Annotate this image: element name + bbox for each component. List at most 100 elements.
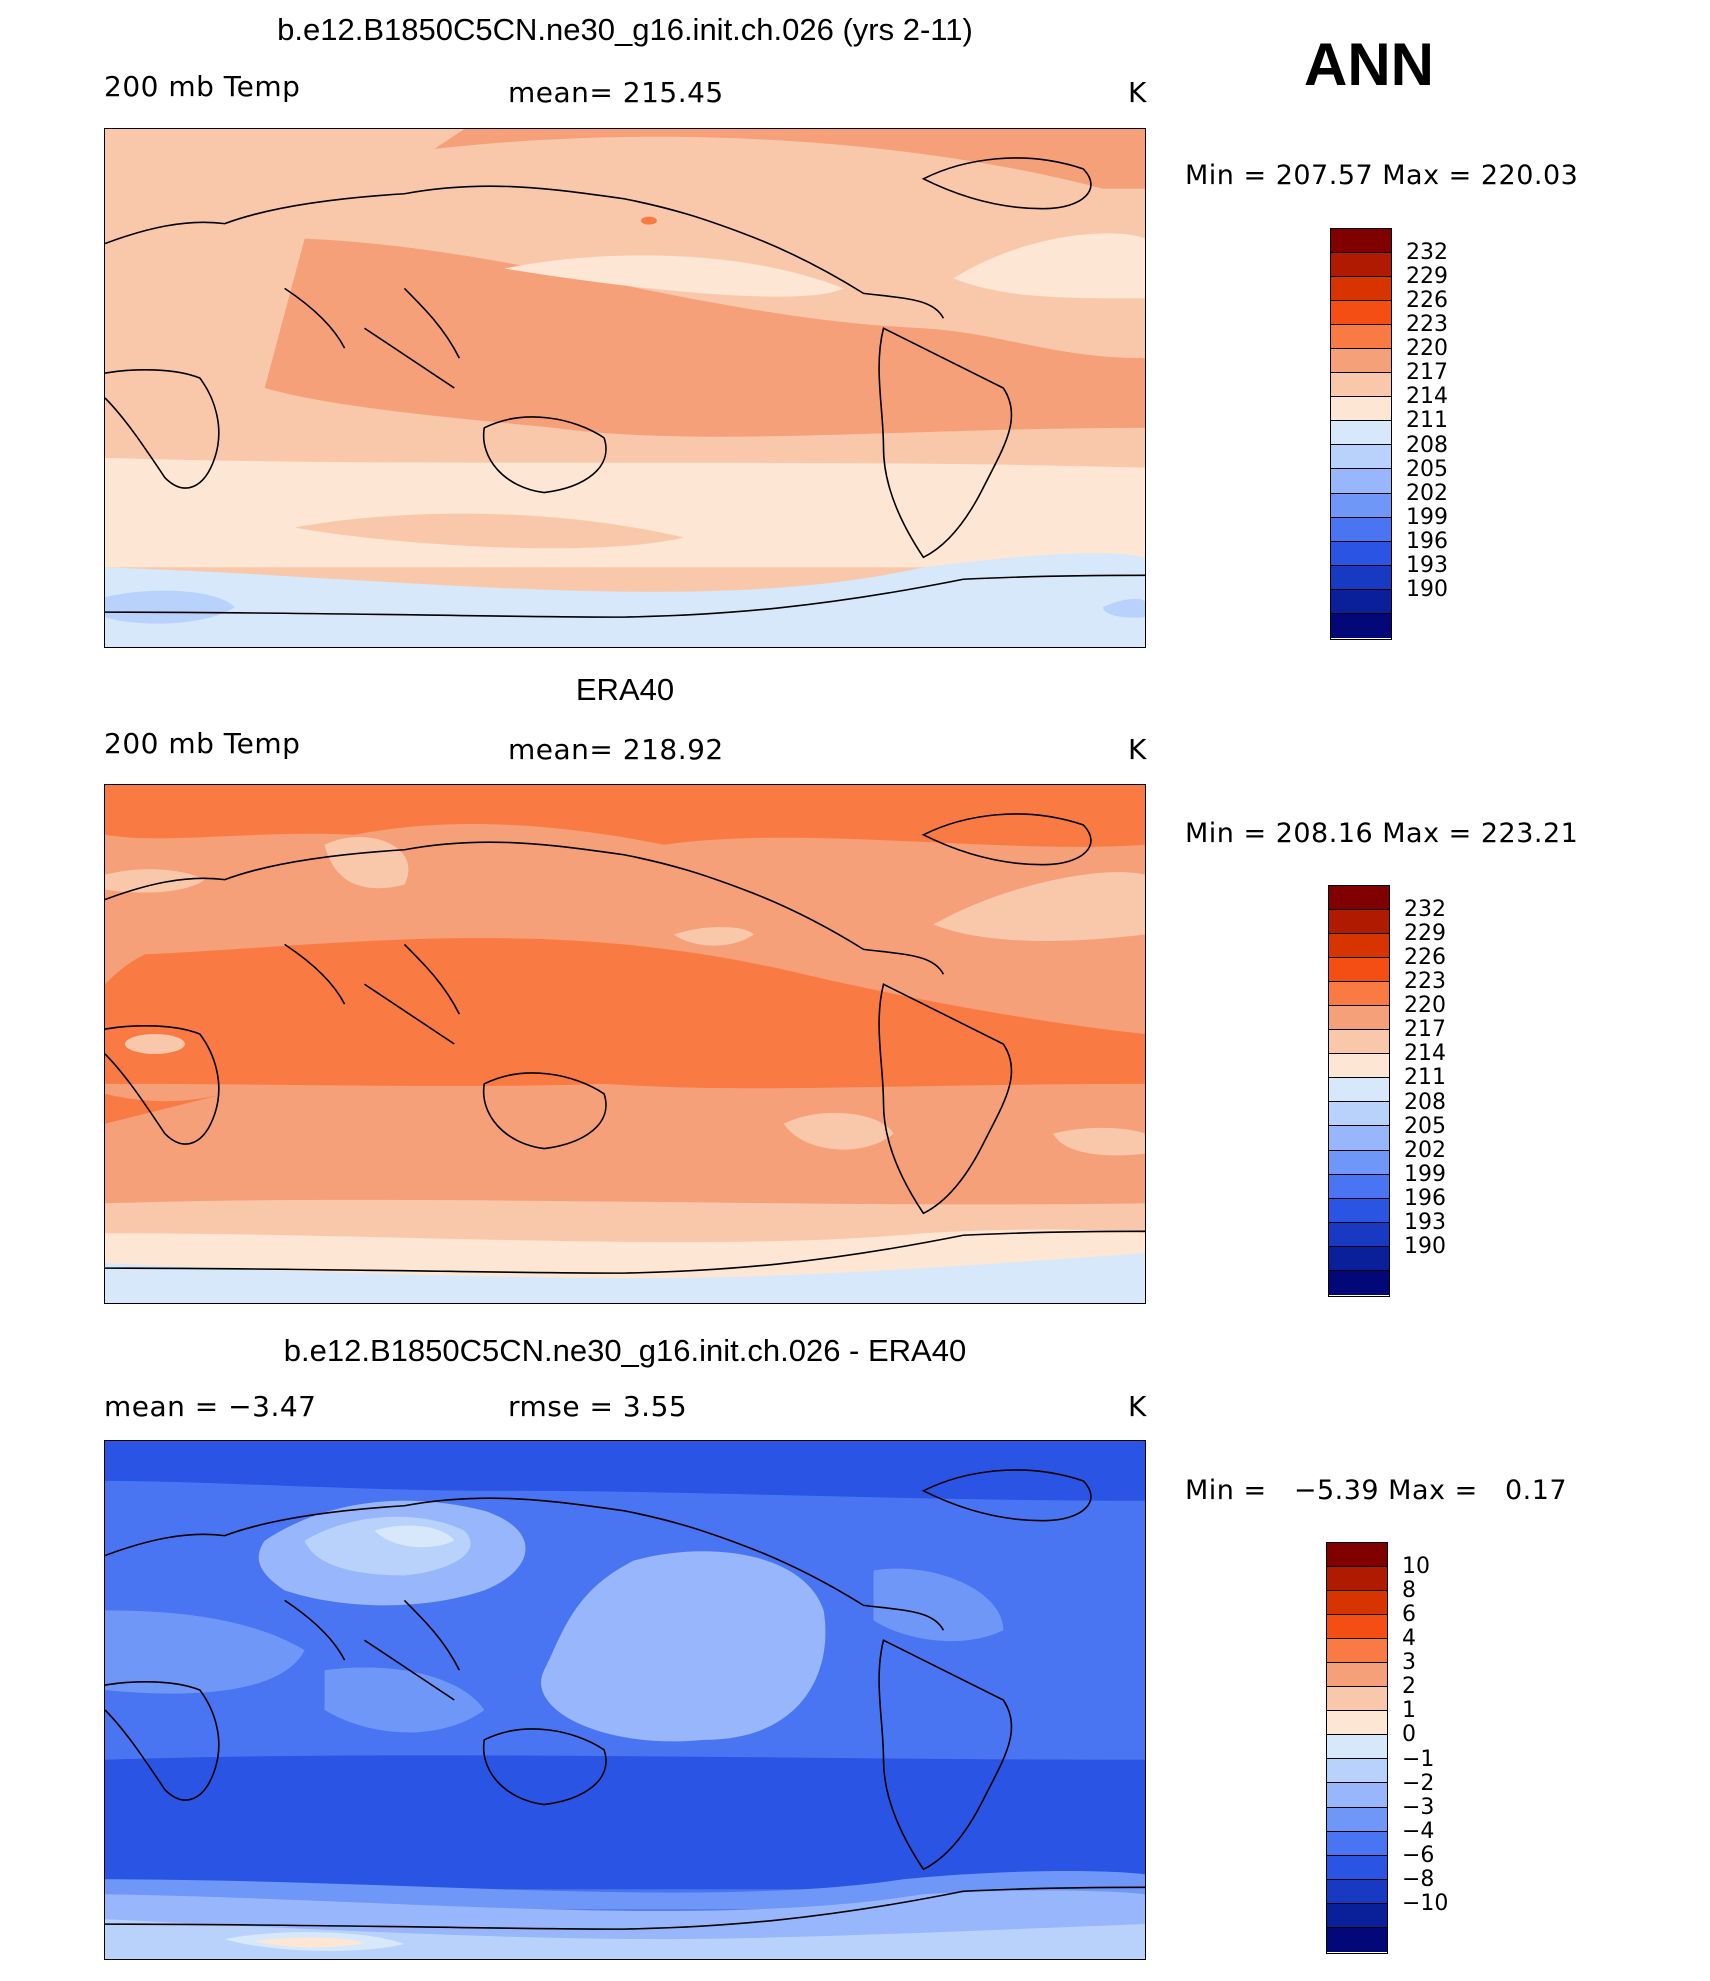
colorbar-segment xyxy=(1331,397,1391,422)
colorbar-segment xyxy=(1327,1711,1387,1736)
season-label: ANN xyxy=(1304,31,1434,98)
colorbar-segment xyxy=(1327,1927,1387,1952)
colorbar-segment xyxy=(1327,1543,1387,1568)
colorbar-tick-label: 2 xyxy=(1402,1674,1416,1700)
colorbar-tick-label: 6 xyxy=(1402,1602,1416,1628)
panel2-colorbar xyxy=(1328,885,1390,1297)
colorbar-segment xyxy=(1327,1831,1387,1856)
colorbar-segment xyxy=(1327,1735,1387,1760)
colorbar-segment xyxy=(1329,1030,1389,1055)
colorbar-tick-label: 190 xyxy=(1406,576,1448,602)
colorbar-segment xyxy=(1331,445,1391,470)
colorbar-tick-label: 202 xyxy=(1406,480,1448,506)
colorbar-segment xyxy=(1329,982,1389,1007)
panel3-minmax: Min = −5.39 Max = 0.17 xyxy=(1185,1475,1568,1506)
colorbar-segment xyxy=(1327,1759,1387,1784)
colorbar-tick-label: 8 xyxy=(1402,1578,1416,1604)
colorbar-tick-label: 223 xyxy=(1406,312,1448,338)
colorbar-tick-label: 214 xyxy=(1406,384,1448,410)
colorbar-segment xyxy=(1329,1054,1389,1079)
colorbar-segment xyxy=(1331,613,1391,638)
colorbar-segment xyxy=(1329,1126,1389,1151)
colorbar-tick-label: 193 xyxy=(1404,1209,1446,1235)
colorbar-segment xyxy=(1329,910,1389,935)
colorbar-segment xyxy=(1329,1174,1389,1199)
colorbar-segment xyxy=(1329,934,1389,959)
panel3-colorbar xyxy=(1326,1542,1388,1954)
colorbar-segment xyxy=(1329,1006,1389,1031)
panel1-mean-label: mean= 215.45 xyxy=(508,76,724,109)
colorbar-segment xyxy=(1331,541,1391,566)
colorbar-segment xyxy=(1329,1246,1389,1271)
colorbar-segment xyxy=(1331,373,1391,398)
colorbar-tick-label: 205 xyxy=(1406,456,1448,482)
colorbar-segment xyxy=(1331,589,1391,614)
colorbar-segment xyxy=(1327,1855,1387,1880)
panel3-unit-label: K xyxy=(1128,1390,1147,1423)
colorbar-segment xyxy=(1331,229,1391,254)
colorbar-segment xyxy=(1331,493,1391,518)
colorbar-segment xyxy=(1327,1663,1387,1688)
panel1-variable-label: 200 mb Temp xyxy=(104,70,301,103)
colorbar-tick-label: 214 xyxy=(1404,1041,1446,1067)
colorbar-segment xyxy=(1327,1783,1387,1808)
colorbar-segment xyxy=(1329,1198,1389,1223)
colorbar-segment xyxy=(1331,517,1391,542)
colorbar-segment xyxy=(1331,253,1391,278)
colorbar-segment xyxy=(1329,1222,1389,1247)
colorbar-tick-label: −6 xyxy=(1402,1842,1435,1868)
colorbar-segment xyxy=(1327,1567,1387,1592)
panel1-map xyxy=(104,128,1146,648)
colorbar-segment xyxy=(1327,1687,1387,1712)
colorbar-segment xyxy=(1331,349,1391,374)
colorbar-tick-label: 217 xyxy=(1406,360,1448,386)
colorbar-tick-label: −4 xyxy=(1402,1818,1435,1844)
colorbar-tick-label: 208 xyxy=(1406,432,1448,458)
colorbar-segment xyxy=(1329,1078,1389,1103)
panel3-title: b.e12.B1850C5CN.ne30_g16.init.ch.026 - E… xyxy=(283,1333,967,1368)
colorbar-tick-label: 205 xyxy=(1404,1113,1446,1139)
colorbar-segment xyxy=(1327,1615,1387,1640)
colorbar-segment xyxy=(1327,1879,1387,1904)
colorbar-tick-label: −2 xyxy=(1402,1770,1435,1796)
colorbar-segment xyxy=(1331,565,1391,590)
colorbar-tick-label: 226 xyxy=(1404,945,1446,971)
colorbar-tick-label: 211 xyxy=(1404,1065,1446,1091)
colorbar-segment xyxy=(1327,1903,1387,1928)
colorbar-segment xyxy=(1331,301,1391,326)
panel2-minmax: Min = 208.16 Max = 223.21 xyxy=(1185,818,1579,849)
colorbar-segment xyxy=(1327,1807,1387,1832)
colorbar-tick-label: 3 xyxy=(1402,1650,1416,1676)
colorbar-tick-label: 199 xyxy=(1406,504,1448,530)
colorbar-tick-label: 196 xyxy=(1406,528,1448,554)
panel2-variable-label: 200 mb Temp xyxy=(104,727,301,760)
colorbar-tick-label: −8 xyxy=(1402,1866,1435,1892)
colorbar-tick-label: 220 xyxy=(1406,336,1448,362)
colorbar-tick-label: 1 xyxy=(1402,1698,1416,1724)
panel3-mean-label: mean = −3.47 xyxy=(104,1390,317,1423)
colorbar-tick-label: 223 xyxy=(1404,969,1446,995)
panel3-rmse-label: rmse = 3.55 xyxy=(508,1390,688,1423)
colorbar-segment xyxy=(1331,421,1391,446)
panel2-map xyxy=(104,784,1146,1304)
colorbar-segment xyxy=(1329,1270,1389,1295)
colorbar-tick-label: −1 xyxy=(1402,1746,1435,1772)
colorbar-tick-label: 10 xyxy=(1402,1554,1430,1580)
colorbar-segment xyxy=(1331,469,1391,494)
colorbar-tick-label: 196 xyxy=(1404,1185,1446,1211)
panel2-title: ERA40 xyxy=(575,672,675,707)
colorbar-tick-label: 4 xyxy=(1402,1626,1416,1652)
panel1-colorbar xyxy=(1330,228,1392,640)
colorbar-segment xyxy=(1327,1591,1387,1616)
colorbar-segment xyxy=(1331,325,1391,350)
colorbar-tick-label: −10 xyxy=(1402,1890,1449,1916)
colorbar-tick-label: 232 xyxy=(1406,240,1448,266)
panel2-mean-label: mean= 218.92 xyxy=(508,733,724,766)
colorbar-segment xyxy=(1329,958,1389,983)
colorbar-tick-label: 0 xyxy=(1402,1722,1416,1748)
colorbar-tick-label: 199 xyxy=(1404,1161,1446,1187)
colorbar-segment xyxy=(1329,1150,1389,1175)
colorbar-tick-label: 208 xyxy=(1404,1089,1446,1115)
colorbar-tick-label: 220 xyxy=(1404,993,1446,1019)
colorbar-segment xyxy=(1329,1102,1389,1127)
